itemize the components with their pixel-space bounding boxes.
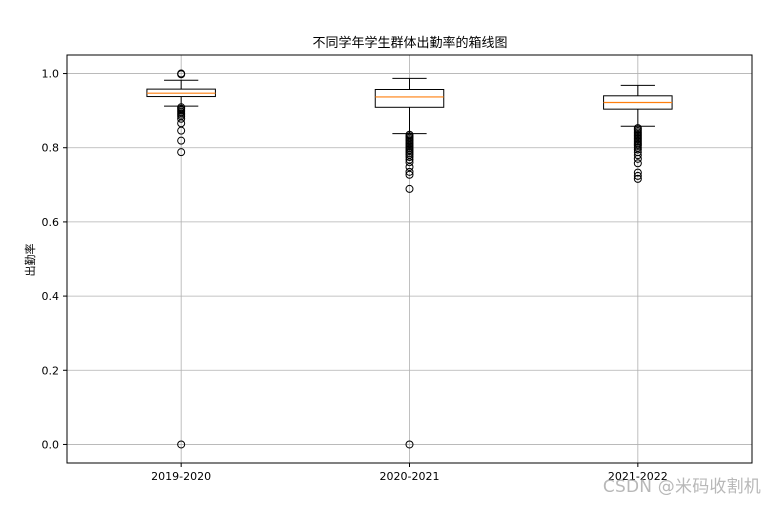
- outlier-point: [177, 126, 186, 135]
- outlier-point: [405, 167, 414, 176]
- x-tick-label: 2019-2020: [151, 470, 211, 483]
- outlier-point: [405, 153, 414, 161]
- x-tick-label: 2020-2021: [380, 470, 440, 483]
- y-tick-label: 0.8: [42, 142, 60, 155]
- y-axis-label: 出勤率: [23, 244, 37, 277]
- y-tick-label: 1.0: [42, 68, 60, 81]
- outlier-point: [405, 158, 414, 167]
- outlier-point: [633, 168, 642, 177]
- watermark: CSDN @米码收割机: [602, 477, 761, 497]
- y-tick-label: 0.2: [42, 364, 60, 377]
- outlier-point: [177, 136, 186, 145]
- y-tick-label: 0.4: [42, 290, 60, 303]
- outlier-point: [405, 440, 414, 449]
- boxes-layer: [146, 69, 673, 449]
- chart-title: 不同学年学生群体出勤率的箱线图: [312, 35, 507, 51]
- outlier-point: [633, 145, 642, 154]
- x-tick-label: 2021-2022: [608, 470, 668, 483]
- outlier-point: [405, 184, 414, 193]
- outlier-point: [177, 114, 186, 123]
- box-2021-2022: [603, 84, 673, 183]
- outlier-point: [633, 171, 642, 180]
- outlier-point: [405, 163, 414, 172]
- outlier-point: [633, 159, 642, 168]
- outlier-point: [177, 440, 186, 449]
- outlier-point: [177, 70, 186, 79]
- box-2020-2021: [374, 77, 445, 449]
- outlier-point: [405, 170, 414, 179]
- outlier-point: [633, 151, 642, 160]
- outlier-point: [633, 154, 642, 163]
- y-tick-label: 0.6: [42, 216, 60, 229]
- ticks-layer: 0.0 0.2 0.4 0.6 0.8 1.0 2019-2020 2020-2021 2021…: [42, 68, 668, 483]
- y-tick-label: 0.0: [42, 438, 60, 451]
- iqr-box: [374, 88, 445, 108]
- outlier-point: [633, 174, 642, 183]
- outlier-point: [177, 148, 186, 157]
- box-2019-2020: [146, 69, 216, 449]
